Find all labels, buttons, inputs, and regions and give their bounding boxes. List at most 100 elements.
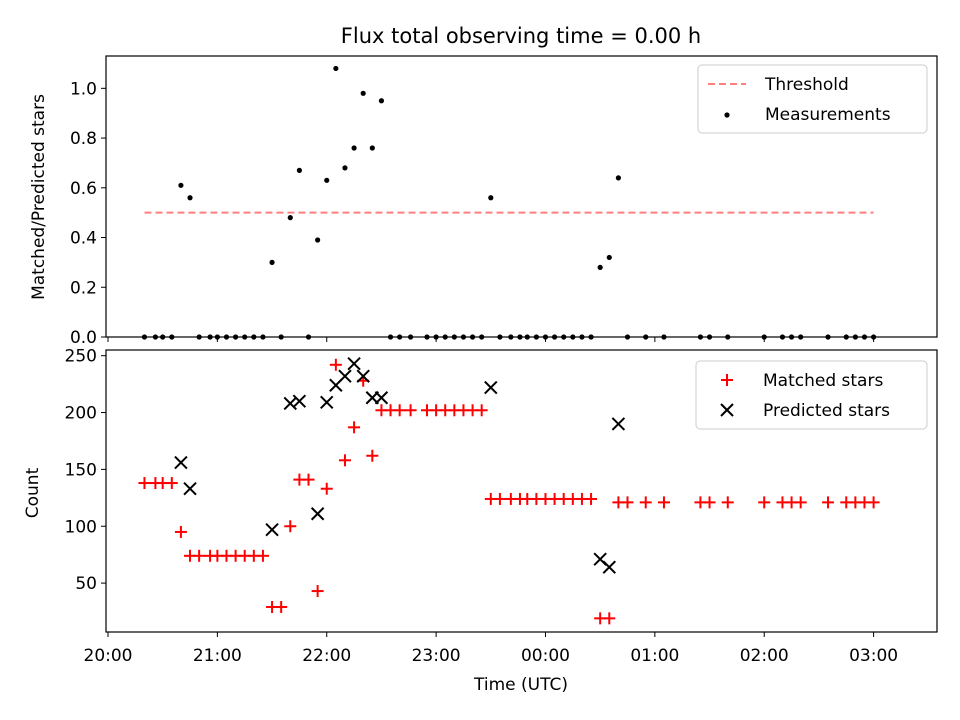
top-ytick-label: 0.8 xyxy=(70,129,97,149)
bottom-ytick-label: 50 xyxy=(75,574,97,594)
bottom-ylabel: Count xyxy=(23,467,43,518)
bottom-xtick-label: 00:00 xyxy=(521,646,570,666)
top-ytick-label: 1.0 xyxy=(70,79,97,99)
predicted-star-stroke-b xyxy=(484,380,498,395)
matched-star-point xyxy=(867,496,880,509)
matched-star-point xyxy=(348,421,361,434)
predicted-star-point xyxy=(183,482,197,496)
predicted-star-stroke-b xyxy=(310,507,325,521)
predicted-star-point xyxy=(320,395,334,410)
matched-star-point xyxy=(311,585,324,598)
predicted-star-point xyxy=(484,380,498,395)
matched-star-point xyxy=(404,404,417,417)
legend-predicted-swatch xyxy=(720,403,734,417)
matched-star-point xyxy=(284,520,297,533)
predicted-star-stroke-b xyxy=(602,560,616,574)
matched-star-point xyxy=(822,496,835,509)
top-ytick-label: 0.6 xyxy=(70,179,97,199)
legend-measurements-swatch xyxy=(724,112,730,118)
matched-star-point xyxy=(174,525,187,538)
measurement-point xyxy=(351,145,357,151)
predicted-star-stroke-b xyxy=(174,455,188,470)
matched-star-point xyxy=(639,496,652,509)
measurement-point xyxy=(287,215,293,221)
matched-star-point xyxy=(621,496,634,509)
measurement-point xyxy=(269,259,275,265)
matched-star-point xyxy=(794,496,807,509)
matched-star-point xyxy=(493,492,506,505)
predicted-star-point xyxy=(356,369,370,383)
matched-star-point xyxy=(193,549,206,562)
measurement-point xyxy=(333,65,339,72)
bottom-xtick-label: 22:00 xyxy=(302,646,351,666)
predicted-star-stroke-b xyxy=(183,482,197,496)
predicted-star-point xyxy=(347,356,361,371)
measurement-point xyxy=(378,98,385,104)
measurement-point xyxy=(360,90,366,96)
legend-matched-label: Matched stars xyxy=(763,371,883,391)
bottom-ytick-label: 100 xyxy=(65,517,97,537)
top-title: Flux total observing time = 0.00 h xyxy=(341,24,701,48)
top-ylabel: Matched/Predicted stars xyxy=(29,94,49,300)
measurement-point xyxy=(597,264,603,270)
matched-star-point xyxy=(475,404,488,417)
top-axes-frame xyxy=(105,55,938,338)
legend-threshold-label: Threshold xyxy=(764,75,849,95)
legend-matched-swatch xyxy=(721,374,733,386)
top-ytick-label: 0.4 xyxy=(70,229,97,249)
legend-predicted-label: Predicted stars xyxy=(763,401,890,421)
predicted-star-point xyxy=(174,455,188,470)
measurement-point xyxy=(488,195,494,201)
measurement-point xyxy=(615,175,621,181)
bottom-xtick-label: 20:00 xyxy=(84,646,133,666)
bottom-xtick-label: 01:00 xyxy=(630,646,679,666)
predicted-star-point xyxy=(374,391,389,405)
predicted-star-point xyxy=(310,507,325,521)
bottom-legend-box xyxy=(695,360,928,430)
matched-star-point xyxy=(366,449,379,462)
predicted-star-stroke-b xyxy=(374,391,389,405)
predicted-star-stroke-b xyxy=(292,394,307,408)
bottom-plot-area: 50 100 150 200 250 20:00 21:00 22:00 23:00 00:00 0… xyxy=(65,347,899,666)
bottom-ytick-label: 150 xyxy=(65,460,97,480)
predicted-star-stroke-b xyxy=(347,356,361,371)
predicted-star-point xyxy=(265,522,279,537)
predicted-star-point xyxy=(338,369,352,383)
matched-star-point xyxy=(165,477,178,490)
predicted-star-point xyxy=(611,417,626,431)
matched-star-point xyxy=(657,496,670,509)
measurement-point xyxy=(369,145,375,151)
predicted-star-stroke-b xyxy=(611,417,626,431)
matched-star-point xyxy=(603,612,616,625)
predicted-star-point xyxy=(602,560,616,574)
predicted-star-stroke-b xyxy=(265,522,279,537)
measurement-point xyxy=(296,167,302,173)
matched-star-point xyxy=(329,358,342,371)
matched-star-point xyxy=(320,482,333,495)
matched-star-point xyxy=(302,473,315,486)
top-ytick-label: 0.0 xyxy=(70,328,97,348)
bottom-axes-frame xyxy=(105,349,938,633)
measurement-point xyxy=(187,195,193,201)
matched-star-point xyxy=(256,549,269,562)
top-legend-box xyxy=(697,64,928,134)
matched-star-point xyxy=(758,496,771,509)
bottom-xtick-label: 21:00 xyxy=(193,646,242,666)
matched-star-point xyxy=(138,477,151,490)
legend-measurements-label: Measurements xyxy=(765,105,891,125)
matched-star-point xyxy=(275,600,288,613)
matched-star-point xyxy=(721,496,734,509)
measurement-point xyxy=(315,237,321,243)
matched-star-point xyxy=(393,404,406,417)
measurement-point xyxy=(178,182,184,188)
measurement-point xyxy=(606,254,612,261)
bottom-xtick-label: 02:00 xyxy=(740,646,789,666)
matched-star-point xyxy=(585,492,598,505)
bottom-xlabel: Time (UTC) xyxy=(473,675,568,695)
bottom-xtick-label: 23:00 xyxy=(412,646,461,666)
measurement-point xyxy=(324,177,330,183)
top-ytick-label: 0.2 xyxy=(70,278,97,298)
predicted-star-stroke-b xyxy=(320,395,334,410)
bottom-ytick-label: 250 xyxy=(65,347,97,367)
